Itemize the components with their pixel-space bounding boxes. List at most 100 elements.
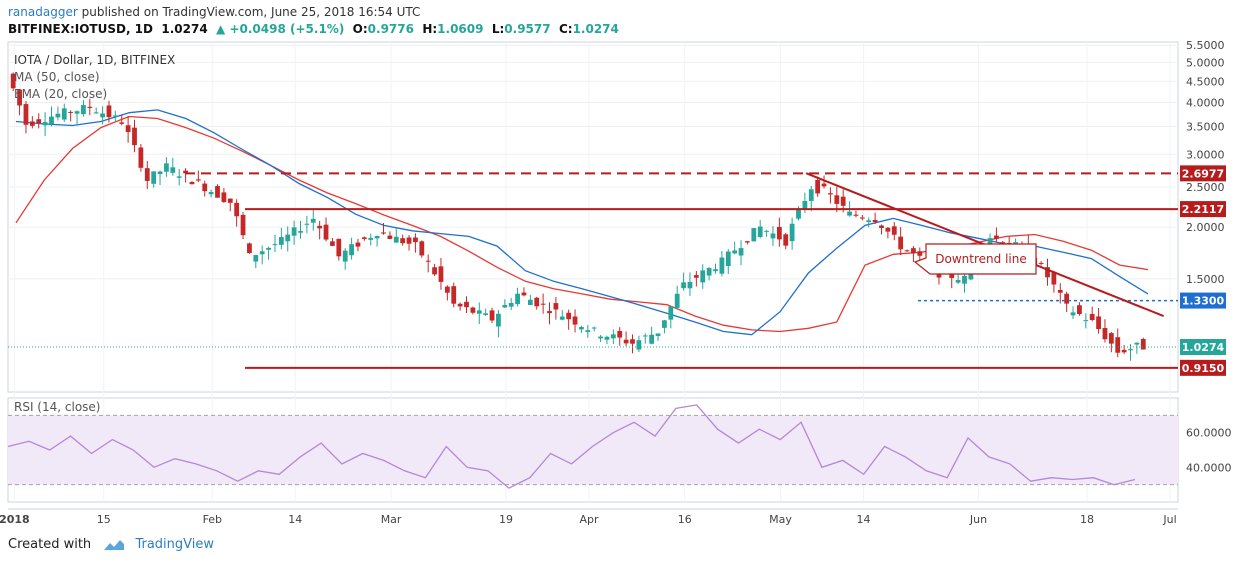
candle bbox=[770, 226, 776, 247]
candlestick-series bbox=[10, 72, 1146, 361]
candle-body bbox=[642, 335, 648, 337]
candle bbox=[553, 297, 559, 320]
candle-body bbox=[29, 121, 35, 126]
candle-body bbox=[636, 340, 642, 350]
candle bbox=[61, 103, 67, 123]
candle-body bbox=[872, 219, 878, 223]
candle bbox=[834, 186, 840, 213]
candle bbox=[898, 227, 904, 256]
callout-box bbox=[913, 243, 1037, 275]
chart-axes: 5.5000 5.0000 4.5000 4.0000 3.5000 3.0000 2.50… bbox=[0, 40, 1232, 526]
candle bbox=[323, 217, 329, 242]
candle-body bbox=[540, 303, 546, 305]
candle-body bbox=[668, 306, 674, 320]
candle bbox=[579, 325, 584, 333]
price-tick-label: 2.5000 bbox=[1186, 181, 1225, 194]
candle-body bbox=[259, 251, 265, 255]
candle bbox=[1038, 261, 1044, 266]
time-tick-label: 16 bbox=[678, 513, 692, 526]
candle-body bbox=[815, 179, 821, 194]
candle-body bbox=[119, 122, 125, 124]
candle-body bbox=[170, 167, 176, 173]
candle-body bbox=[866, 220, 872, 223]
price-tick-label: 1.5000 bbox=[1186, 273, 1225, 286]
candle-body bbox=[598, 336, 603, 339]
candle-body bbox=[757, 226, 763, 237]
candle-body bbox=[879, 225, 884, 229]
candle bbox=[540, 293, 546, 314]
candle bbox=[438, 258, 444, 290]
horizontal-levels[interactable]: 2.6977 2.2117 1.3300 0.9150 1.0274 Downtrend … bbox=[8, 165, 1226, 376]
candle bbox=[496, 310, 501, 338]
symbol-name: BITFINEX:IOTUSD, 1D bbox=[8, 22, 153, 36]
candle bbox=[828, 187, 833, 204]
candle bbox=[636, 335, 642, 353]
level-price-label: 0.9150 bbox=[1182, 362, 1225, 375]
candle bbox=[304, 215, 310, 234]
rsi-band bbox=[8, 415, 1178, 485]
candle-body bbox=[164, 163, 169, 172]
candle bbox=[674, 285, 680, 309]
candle-body bbox=[745, 241, 750, 243]
candle-body bbox=[17, 89, 22, 106]
candle-body bbox=[183, 170, 188, 174]
candle-body bbox=[1064, 293, 1070, 304]
candle-body bbox=[610, 334, 616, 339]
candle-body bbox=[738, 248, 744, 256]
candle bbox=[157, 170, 163, 186]
price-chart[interactable]: 2.6977 2.2117 1.3300 0.9150 1.0274 Downtrend … bbox=[0, 40, 1240, 532]
candle-body bbox=[464, 301, 469, 308]
candle-body bbox=[451, 286, 457, 304]
candle bbox=[259, 245, 265, 265]
candle bbox=[49, 106, 54, 127]
candle bbox=[164, 157, 169, 177]
candle-body bbox=[649, 334, 655, 344]
candle bbox=[598, 335, 603, 342]
ma50-legend: MA (50, close) bbox=[14, 70, 100, 84]
candle bbox=[317, 220, 323, 240]
candle-body bbox=[617, 330, 623, 338]
candle bbox=[406, 235, 412, 251]
rsi-legend: RSI (14, close) bbox=[14, 400, 100, 414]
candle-body bbox=[1128, 349, 1133, 351]
candle-body bbox=[476, 310, 482, 314]
candle bbox=[649, 326, 655, 345]
candle bbox=[464, 296, 469, 313]
author-link[interactable]: ranadagger bbox=[8, 5, 78, 19]
candle-body bbox=[483, 313, 489, 315]
downtrend-callout: Downtrend line bbox=[913, 243, 1037, 275]
candle bbox=[904, 249, 910, 252]
candle-body bbox=[802, 200, 808, 210]
candle bbox=[278, 227, 284, 250]
created-with-text: Created with bbox=[8, 537, 92, 552]
candle bbox=[515, 287, 520, 307]
candle-body bbox=[559, 316, 565, 320]
candle-body bbox=[240, 214, 246, 236]
candle bbox=[227, 198, 233, 212]
candle-body bbox=[227, 198, 233, 203]
candle-body bbox=[655, 333, 661, 336]
candle bbox=[738, 240, 744, 266]
candle bbox=[668, 306, 674, 329]
candle bbox=[891, 222, 897, 241]
candle bbox=[489, 307, 495, 324]
candle-body bbox=[81, 105, 86, 115]
candle-body bbox=[1121, 349, 1127, 353]
time-tick-label: 15 bbox=[97, 513, 111, 526]
candle-body bbox=[323, 224, 329, 240]
candle-body bbox=[521, 292, 527, 296]
price-tick-label: 2.0000 bbox=[1186, 221, 1225, 234]
price-tick-label: 3.5000 bbox=[1186, 121, 1225, 134]
candle-body bbox=[151, 171, 157, 184]
candle-body bbox=[547, 311, 552, 314]
price-tick-label: 4.5000 bbox=[1186, 75, 1225, 88]
level-price-tag bbox=[1180, 292, 1226, 309]
tradingview-link[interactable]: TradingView bbox=[135, 537, 214, 552]
candle bbox=[1057, 283, 1063, 304]
candle-body bbox=[368, 237, 374, 240]
time-tick-label: Apr bbox=[579, 513, 599, 526]
candle-body bbox=[1051, 271, 1057, 285]
candle bbox=[93, 107, 99, 115]
candle-body bbox=[100, 113, 105, 118]
candle bbox=[330, 237, 335, 247]
